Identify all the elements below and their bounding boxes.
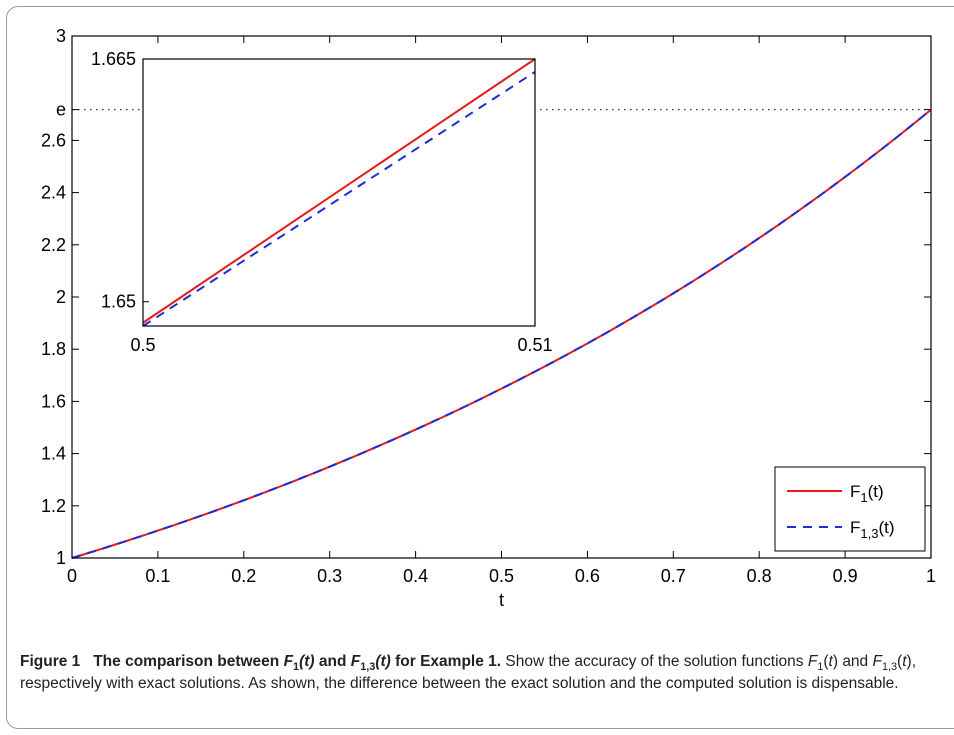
- caption-body-f13-close: ): [906, 653, 912, 670]
- caption-f1-main: F: [283, 653, 294, 670]
- x-tick-label: 0: [67, 566, 77, 586]
- x-tick-label: 1: [926, 566, 936, 586]
- series-line-f13: [71, 108, 932, 559]
- caption-body-f1-main: F: [807, 653, 818, 670]
- legend-label-f1: F1(t): [850, 482, 884, 505]
- inset-y-tick-label: 1.665: [91, 49, 136, 69]
- caption-f1-sub: 1: [293, 661, 300, 674]
- y-tick-label: 2.4: [41, 183, 66, 203]
- inset-series-line-f1: [142, 58, 536, 324]
- x-axis-label: t: [499, 590, 504, 610]
- y-tick-label: 2: [56, 287, 66, 307]
- x-tick-label: 0.2: [231, 566, 256, 586]
- y-tick-label: 1.4: [41, 444, 66, 464]
- x-tick-label: 0.5: [489, 566, 514, 586]
- inset-x-tick-label: 0.51: [517, 335, 552, 355]
- caption-body-f1-open: (: [823, 653, 829, 670]
- caption-and: and: [318, 653, 347, 670]
- caption-body-b: , respectively with exact solutions. As …: [20, 653, 917, 692]
- inset-x-tick-label: 0.5: [130, 335, 155, 355]
- caption-body-f13-main: F: [872, 653, 882, 670]
- x-tick-label: 0.3: [317, 566, 342, 586]
- legend-label-f13: F1,3(t): [850, 518, 895, 541]
- caption-body-f13-t: t: [902, 653, 907, 670]
- inset-y-tick-label: 1.65: [101, 292, 136, 312]
- x-tick-label: 0.1: [145, 566, 170, 586]
- caption-f1-arg: (t): [299, 653, 315, 670]
- inset-plot-frame: [142, 58, 536, 327]
- caption-prefix: Figure 1: [20, 653, 81, 670]
- y-tick-label: 1.2: [41, 496, 66, 516]
- x-tick-label: 0.4: [403, 566, 428, 586]
- x-tick-label: 0.6: [575, 566, 600, 586]
- y-tick-label: 1.6: [41, 391, 66, 411]
- y-tick-label: e: [56, 100, 66, 120]
- caption-title-a: The comparison between: [93, 653, 280, 670]
- inset-series-line-f13: [142, 71, 536, 327]
- caption-body-f13-sub: 1,3: [881, 661, 898, 674]
- caption-f13-arg: (t): [375, 653, 391, 670]
- y-tick-label: 3: [56, 26, 66, 46]
- y-tick-label: 2.2: [41, 235, 66, 255]
- figure-caption: Figure 1 The comparison between F1(t) an…: [20, 651, 945, 695]
- caption-body-a: Show the accuracy of the solution functi…: [505, 653, 804, 670]
- legend-box: [774, 466, 926, 552]
- x-tick-label: 0.7: [661, 566, 686, 586]
- caption-body-f1-t: t: [828, 653, 833, 670]
- caption-body-f13-open: (: [897, 653, 903, 670]
- caption-body-and: and: [842, 653, 869, 670]
- y-tick-label: 2.6: [41, 130, 66, 150]
- x-tick-label: 0.9: [833, 566, 858, 586]
- y-tick-label: 1.8: [41, 339, 66, 359]
- caption-body-f1-close: ): [832, 653, 838, 670]
- caption-f13-main: F: [350, 653, 361, 670]
- x-tick-label: 0.8: [747, 566, 772, 586]
- figure-frame: [6, 6, 954, 729]
- caption-title: Figure 1 The comparison between F1(t) an…: [20, 653, 505, 674]
- caption-f13-sub: 1,3: [360, 661, 376, 674]
- y-tick-label: 1: [56, 548, 66, 568]
- caption-title-b: for Example 1.: [395, 653, 502, 670]
- caption-body-f1-sub: 1: [817, 661, 824, 674]
- figure-chart: 0 0.1 0.2 0.3 0.4 0.5 0.6 0.7 0.8 0.9 1 1 1.2 1.4 1.6 1…: [41, 26, 936, 610]
